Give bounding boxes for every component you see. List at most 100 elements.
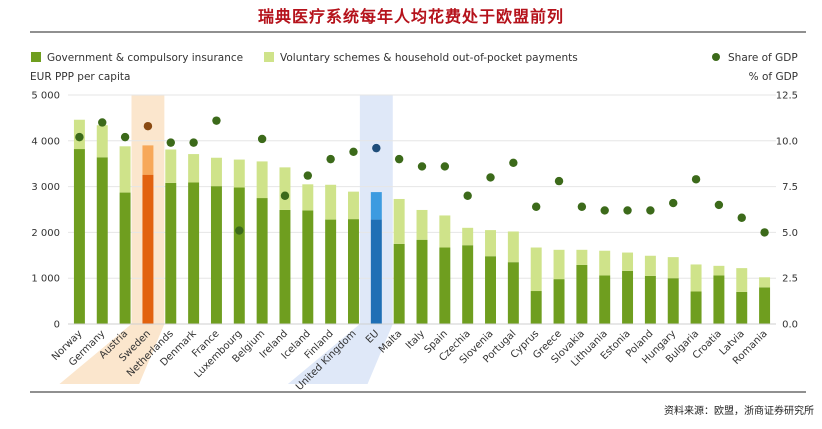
bar-voluntary-netherlands	[165, 149, 177, 183]
dot-share-cyprus	[531, 202, 541, 211]
bar-government-portugal	[507, 262, 519, 324]
legend-swatch-government	[31, 52, 41, 62]
bar-government-estonia	[622, 270, 634, 324]
bar-government-latvia	[736, 291, 748, 324]
bar-government-netherlands	[165, 182, 177, 324]
bar-voluntary-germany	[96, 125, 108, 158]
bar-voluntary-greece	[553, 249, 565, 280]
bar-government-bulgaria	[690, 291, 702, 324]
bar-government-czechia	[462, 245, 474, 324]
dot-share-malta	[394, 154, 404, 164]
bar-voluntary-france	[210, 157, 222, 187]
bar-voluntary-eu	[370, 192, 382, 220]
bar-voluntary-iceland	[302, 184, 314, 211]
y-tick-left: 2 000	[31, 228, 60, 239]
highlight-band-eu	[287, 95, 393, 384]
dot-share-united-kingdom	[349, 147, 358, 156]
bar-government-luxembourg	[233, 187, 245, 324]
legend-label-government: Government & compulsory insurance	[47, 52, 243, 64]
dot-share-finland	[326, 154, 335, 164]
dot-share-romania	[760, 228, 769, 237]
dot-share-latvia	[737, 213, 746, 222]
bar-government-lithuania	[599, 275, 611, 324]
bar-voluntary-cyprus	[530, 247, 542, 292]
bar-government-italy	[416, 239, 428, 324]
bar-government-croatia	[713, 275, 725, 324]
bar-voluntary-latvia	[736, 268, 748, 292]
bar-government-slovakia	[576, 264, 588, 324]
legend-label-voluntary: Voluntary schemes & household out-of-poc…	[280, 52, 578, 64]
dot-share-germany	[98, 118, 107, 127]
bar-government-malta	[393, 243, 405, 324]
bar-voluntary-finland	[325, 184, 337, 220]
y-tick-right: 0.0	[782, 320, 798, 331]
bar-government-hungary	[667, 278, 679, 324]
bar-voluntary-luxembourg	[233, 159, 245, 188]
dot-share-austria	[120, 132, 130, 142]
dot-share-czechia	[463, 191, 472, 200]
bar-government-romania	[759, 287, 771, 324]
bar-voluntary-lithuania	[599, 250, 611, 276]
bar-voluntary-spain	[439, 215, 451, 248]
dot-share-poland	[646, 206, 655, 215]
bar-government-denmark	[188, 182, 200, 324]
bar-voluntary-austria	[119, 146, 131, 193]
bar-government-france	[210, 186, 222, 324]
bar-voluntary-denmark	[188, 154, 200, 183]
bar-government-austria	[119, 192, 131, 324]
legend-swatch-voluntary	[264, 52, 274, 62]
chart-title: 瑞典医疗系统每年人均花费处于欧盟前列	[257, 7, 564, 26]
dot-share-sweden	[143, 121, 153, 131]
legend-swatch-share	[712, 53, 720, 61]
dot-share-hungary	[669, 198, 678, 208]
y-tick-right: 2.5	[782, 274, 798, 285]
bar-government-norway	[73, 149, 85, 324]
bars	[73, 119, 771, 324]
bar-government-belgium	[256, 198, 268, 324]
share-of-gdp-dots	[75, 116, 769, 237]
bar-voluntary-belgium	[256, 161, 268, 199]
bar-government-united-kingdom	[348, 219, 359, 324]
bar-government-cyprus	[530, 291, 542, 324]
bar-government-eu	[370, 219, 382, 324]
dot-share-slovakia	[577, 202, 587, 211]
bar-government-ireland	[279, 209, 291, 324]
y-tick-right: 7.5	[782, 182, 798, 193]
bar-voluntary-slovakia	[576, 249, 588, 265]
dot-share-eu	[372, 143, 381, 153]
bar-voluntary-italy	[416, 209, 428, 240]
dot-share-luxembourg	[235, 226, 244, 235]
bar-voluntary-croatia	[713, 265, 725, 276]
dot-share-slovenia	[486, 173, 495, 182]
y-tick-left: 1 000	[31, 274, 60, 285]
bar-voluntary-estonia	[622, 252, 634, 271]
bar-voluntary-hungary	[667, 257, 679, 279]
dot-share-ireland	[280, 191, 290, 200]
bar-government-germany	[96, 157, 108, 324]
y-tick-right: 10.0	[776, 136, 798, 147]
source-note: 资料来源：欧盟，浙商证券研究所	[664, 406, 814, 417]
dot-share-denmark	[189, 138, 198, 147]
bar-voluntary-czechia	[462, 227, 474, 246]
y-tick-left: 0	[54, 320, 60, 331]
dot-share-spain	[440, 162, 450, 171]
dot-share-netherlands	[166, 138, 175, 147]
dot-share-belgium	[257, 134, 267, 144]
dot-share-estonia	[623, 206, 632, 215]
bar-voluntary-portugal	[507, 231, 519, 263]
highlight-band-sweden	[59, 95, 165, 384]
dot-share-norway	[75, 132, 84, 142]
bar-government-spain	[439, 247, 451, 324]
highlight-bands	[59, 95, 393, 384]
y-tick-left: 3 000	[31, 182, 60, 193]
x-axis-labels: NorwayGermanyAustriaSwedenNetherlandsDen…	[50, 328, 770, 393]
y-tick-left: 5 000	[31, 91, 60, 102]
legend: Government & compulsory insurance Volunt…	[31, 52, 798, 64]
dot-share-lithuania	[600, 206, 609, 215]
bar-voluntary-sweden	[142, 145, 154, 175]
y-axis-right-ticks: 0.0 2.5 5.0 7.5 10.0 12.5	[776, 91, 798, 331]
bar-voluntary-united-kingdom	[348, 191, 359, 220]
bar-voluntary-ireland	[279, 167, 291, 210]
bar-government-iceland	[302, 210, 314, 324]
dot-share-iceland	[303, 171, 313, 180]
